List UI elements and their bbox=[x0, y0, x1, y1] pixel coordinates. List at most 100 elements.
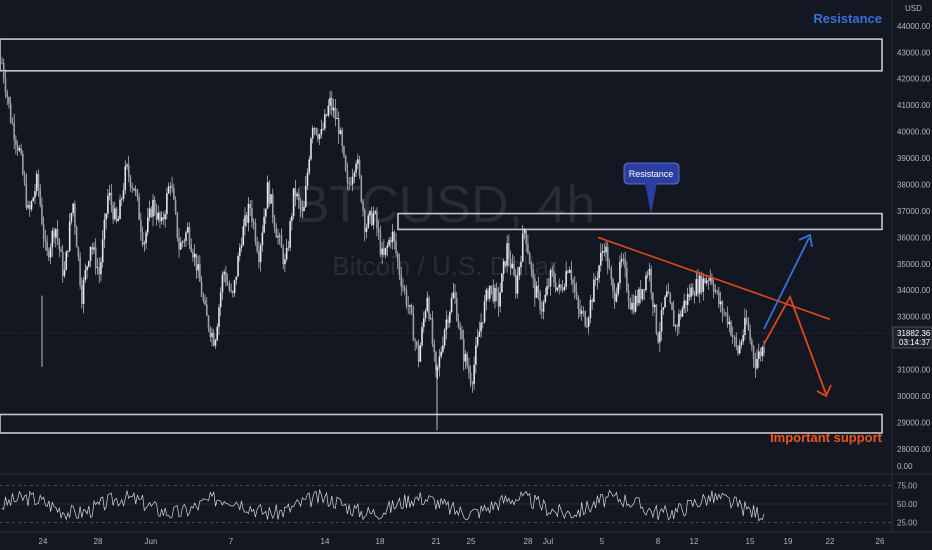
candle-body bbox=[570, 269, 573, 280]
candle-body bbox=[584, 311, 587, 326]
candle-body bbox=[214, 340, 217, 346]
candle-body bbox=[716, 290, 718, 292]
candle-body bbox=[303, 206, 305, 212]
candle-body bbox=[587, 318, 590, 327]
candle-body bbox=[199, 264, 201, 282]
candle-body bbox=[690, 287, 692, 297]
time-tick: 14 bbox=[321, 537, 330, 546]
candle-body bbox=[596, 278, 599, 281]
time-tick: 18 bbox=[376, 537, 385, 546]
candle-body bbox=[233, 280, 236, 294]
candle-body bbox=[251, 207, 253, 222]
candle-body bbox=[424, 311, 427, 319]
candle-body bbox=[134, 189, 137, 191]
candle-body bbox=[650, 268, 652, 293]
candle-body bbox=[70, 213, 73, 222]
candle-body bbox=[450, 298, 453, 313]
candle-body bbox=[745, 317, 748, 322]
resistance-callout[interactable]: Resistance bbox=[623, 162, 680, 214]
candle-body bbox=[761, 347, 764, 357]
support-zone[interactable] bbox=[0, 413, 883, 434]
rsi-line bbox=[1, 488, 765, 522]
time-tick: 7 bbox=[229, 537, 234, 546]
candle-body bbox=[674, 325, 677, 327]
candle-body bbox=[61, 251, 64, 276]
candle-body bbox=[436, 367, 439, 371]
candle-body bbox=[1, 62, 3, 64]
descending-trendline[interactable] bbox=[597, 236, 831, 321]
candle-body bbox=[330, 97, 333, 111]
candle-body bbox=[327, 105, 330, 116]
candle-body bbox=[72, 203, 74, 214]
time-tick: 19 bbox=[784, 537, 793, 546]
candle-body bbox=[176, 212, 179, 238]
candle-body bbox=[216, 326, 219, 341]
candle-body bbox=[705, 280, 708, 284]
price-tick: 44000.00 bbox=[897, 22, 931, 31]
candle-body bbox=[362, 201, 364, 211]
bearish-arrow[interactable] bbox=[763, 294, 827, 395]
candle-body bbox=[129, 176, 132, 187]
resistance-top-label: Resistance bbox=[813, 11, 882, 26]
candle-body bbox=[459, 327, 462, 331]
candle-body bbox=[107, 195, 109, 214]
candle-body bbox=[698, 275, 701, 294]
candle-body bbox=[672, 309, 675, 327]
candle-body bbox=[405, 290, 408, 306]
resistance-callout-text: Resistance bbox=[629, 169, 674, 179]
candle-body bbox=[240, 245, 243, 248]
price-tick: 35000.00 bbox=[897, 260, 931, 269]
candle-body bbox=[646, 274, 649, 276]
candle-body bbox=[360, 175, 363, 202]
candle-body bbox=[728, 321, 731, 325]
candle-body bbox=[58, 239, 61, 250]
candle-body bbox=[433, 344, 436, 352]
candle-body bbox=[37, 173, 40, 189]
candle-body bbox=[86, 266, 88, 271]
bullish-arrow-head bbox=[798, 233, 813, 248]
candle-body bbox=[35, 173, 38, 192]
candle-body bbox=[157, 212, 160, 220]
candle-body bbox=[346, 170, 349, 183]
candle-body bbox=[685, 300, 687, 305]
candle-body bbox=[634, 295, 637, 312]
candle-body bbox=[358, 159, 361, 176]
candle-body bbox=[79, 257, 81, 286]
candle-body bbox=[363, 210, 366, 232]
resistance-zone[interactable] bbox=[397, 212, 883, 231]
candle-body bbox=[195, 253, 198, 271]
candle-body bbox=[48, 250, 50, 258]
candle-body bbox=[619, 261, 621, 284]
candle-body bbox=[429, 318, 432, 319]
candle-body bbox=[291, 216, 293, 222]
time-tick: 25 bbox=[467, 537, 476, 546]
time-tick: 21 bbox=[432, 537, 441, 546]
candle-body bbox=[377, 228, 380, 233]
candle-body bbox=[247, 203, 250, 223]
candle-body bbox=[284, 259, 286, 265]
candle-body bbox=[87, 261, 90, 267]
candle-body bbox=[591, 300, 593, 303]
candle-body bbox=[492, 285, 495, 302]
bullish-arrow[interactable] bbox=[763, 237, 810, 330]
candle-body bbox=[679, 313, 682, 317]
candle-body bbox=[277, 235, 279, 238]
candle-body bbox=[56, 229, 59, 240]
resistance-zone[interactable] bbox=[0, 38, 883, 72]
candle-body bbox=[662, 307, 665, 311]
candle-body bbox=[645, 275, 647, 291]
candle-body bbox=[153, 199, 156, 213]
candle-body bbox=[126, 164, 128, 167]
currency-label: USD bbox=[905, 4, 922, 13]
candle-body bbox=[232, 291, 234, 294]
candle-body bbox=[160, 217, 163, 222]
candle-body bbox=[219, 292, 222, 308]
time-axis[interactable]: 24 28 Jun 7 14 18 21 25 28 Jul 5 8 12 15 19 22 26 bbox=[39, 537, 885, 546]
candle-body bbox=[482, 321, 484, 323]
candle-body bbox=[183, 240, 186, 242]
candle-body bbox=[242, 226, 245, 246]
candle-body bbox=[60, 249, 62, 252]
candle-body bbox=[186, 227, 189, 233]
candle-body bbox=[495, 287, 498, 293]
